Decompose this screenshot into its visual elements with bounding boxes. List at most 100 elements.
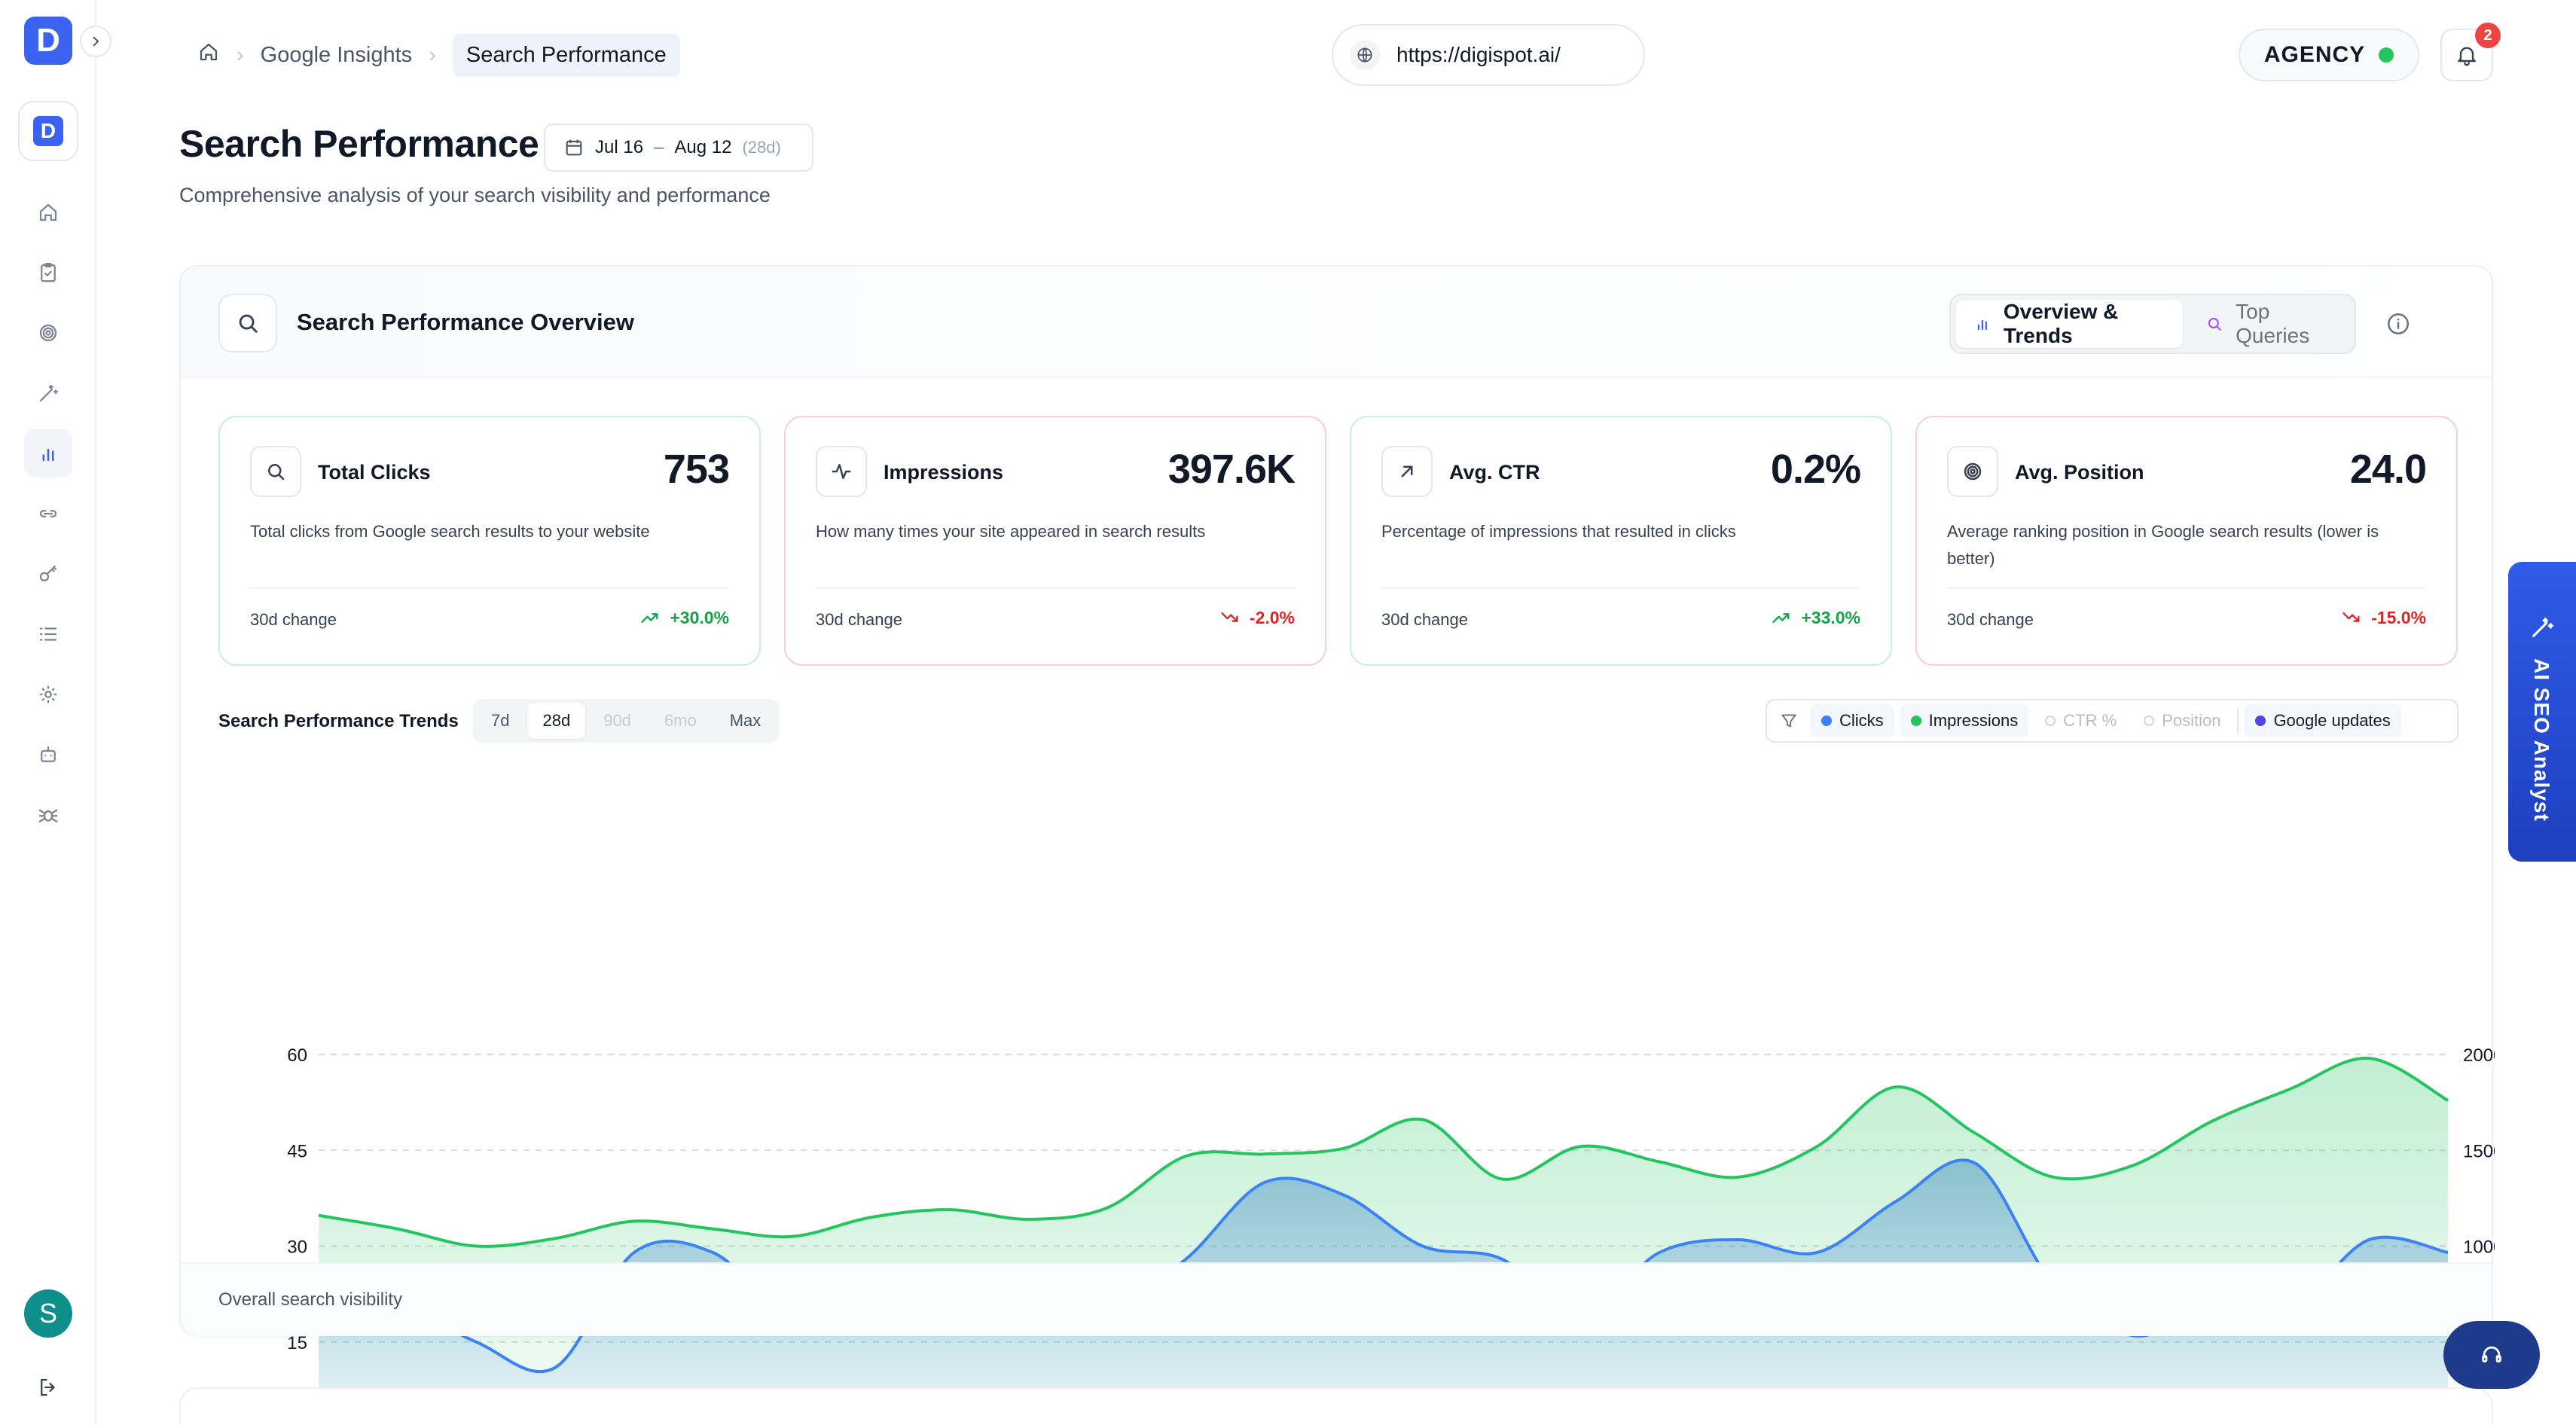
date-range-picker[interactable]: Jul 16 – Aug 12 (28d) [544, 124, 813, 172]
range-max[interactable]: Max [729, 711, 762, 730]
range-7d[interactable]: 7d [491, 711, 510, 730]
status-dot [2379, 47, 2394, 63]
arrow-up-right-icon [1381, 446, 1433, 497]
legend-label: Position [2162, 711, 2221, 730]
metric-change-value: -2.0% [1249, 607, 1295, 627]
site-url-selector[interactable]: https://digispot.ai/ [1332, 24, 1645, 86]
metric-change-label: 30d change [816, 610, 902, 629]
workspace-switcher[interactable]: D [18, 101, 78, 161]
metric-value: 753 [663, 447, 730, 492]
notification-count-badge: 2 [2475, 23, 2501, 48]
bar-chart-icon [1977, 319, 1987, 331]
spider-icon[interactable] [24, 791, 72, 839]
chevron-right-icon [93, 36, 99, 47]
logout-icon[interactable] [30, 1369, 66, 1405]
range-selector: 7d 28d 90d 6mo Max [473, 699, 780, 743]
legend-ctr-toggle[interactable]: CTR % [2034, 704, 2127, 737]
y-left-tick-label: 15 [287, 1333, 307, 1353]
metric-label: Total Clicks [318, 461, 431, 484]
search-icon [2208, 318, 2222, 331]
metric-label: Avg. Position [2015, 461, 2144, 484]
page-title: Search Performance [179, 123, 539, 165]
legend-clicks-toggle[interactable]: Clicks [1811, 704, 1894, 737]
support-chat-button[interactable] [2443, 1321, 2540, 1389]
metric-change: -2.0% [1219, 607, 1295, 628]
y-left-tick-label: 30 [287, 1237, 307, 1258]
gear-icon[interactable] [24, 670, 72, 719]
list-icon[interactable] [24, 610, 72, 658]
legend-label: Impressions [1928, 711, 2019, 730]
metric-change-label: 30d change [250, 610, 337, 629]
legend-label: Clicks [1839, 711, 1884, 730]
metric-description: Average ranking position in Google searc… [1947, 522, 2379, 568]
search-performance-card: Search Performance Overview Overview & T… [179, 265, 2495, 1425]
metric-card-total-clicks: Total Clicks 753 Total clicks from Googl… [218, 416, 761, 666]
tab-overview-trends[interactable]: Overview & Trends [1955, 300, 2184, 348]
legend-dot [1910, 716, 1921, 726]
trending-up-icon [641, 613, 658, 623]
metric-change-value: +33.0% [1801, 607, 1860, 627]
metric-description: Percentage of impressions that resulted … [1381, 522, 1736, 541]
user-avatar[interactable]: S [24, 1289, 72, 1338]
legend-dot [2255, 716, 2266, 726]
divider [816, 587, 1295, 589]
legend-dot [1821, 716, 1832, 726]
y-left-tick-label: 60 [287, 1045, 307, 1066]
metric-change-value: -15.0% [2371, 607, 2426, 627]
date-separator: – [654, 137, 664, 157]
target-icon[interactable] [24, 309, 72, 357]
chart-footer-label: Overall search visibility [218, 1289, 403, 1310]
link-icon[interactable] [24, 490, 72, 538]
metric-value: 24.0 [2349, 447, 2427, 492]
page-subtitle: Comprehensive analysis of your search vi… [179, 184, 771, 206]
notifications-button[interactable]: 2 [2440, 23, 2501, 81]
divider [250, 587, 729, 589]
tab-label: Overview & Trends [2003, 300, 2119, 347]
range-28d[interactable]: 28d [527, 703, 586, 739]
search-icon [218, 294, 277, 352]
sidebar-collapse-button[interactable] [80, 26, 111, 57]
home-icon[interactable] [24, 188, 72, 236]
next-section-card [179, 1387, 2493, 1425]
clipboard-icon[interactable] [24, 249, 72, 297]
legend-google-updates-toggle[interactable]: Google updates [2245, 704, 2401, 737]
magic-wand-icon [2532, 618, 2554, 637]
robot-icon[interactable] [24, 731, 72, 779]
site-url: https://digispot.ai/ [1396, 43, 1561, 66]
breadcrumb-parent[interactable]: Google Insights [260, 42, 413, 67]
metric-description: How many times your site appeared in sea… [816, 522, 1206, 541]
legend-dot [2045, 716, 2056, 726]
y-right-tick-label: 10000 [2463, 1237, 2495, 1258]
metric-value: 0.2% [1770, 447, 1861, 492]
divider [1381, 587, 1860, 589]
metric-label: Avg. CTR [1449, 461, 1540, 484]
legend-impressions-toggle[interactable]: Impressions [1900, 704, 2029, 737]
y-right-tick-label: 15000 [2463, 1141, 2495, 1161]
legend-position-toggle[interactable]: Position [2133, 704, 2231, 737]
magic-wand-icon[interactable] [24, 369, 72, 417]
date-start: Jul 16 [595, 137, 644, 157]
calendar-icon [566, 139, 582, 156]
legend-label: CTR % [2063, 711, 2117, 730]
chevron-right-icon: › [237, 42, 244, 67]
card-header: Search Performance Overview Overview & T… [181, 267, 2492, 378]
plan-badge[interactable]: AGENCY [2239, 29, 2419, 81]
breadcrumb-home-icon[interactable] [197, 41, 220, 69]
metric-description: Total clicks from Google search results … [250, 522, 650, 541]
filter-icon[interactable] [1773, 711, 1805, 731]
info-icon[interactable] [2383, 309, 2413, 339]
ai-seo-analyst-tab[interactable]: AI SEO Analyst [2508, 562, 2576, 862]
date-end: Aug 12 [674, 137, 732, 157]
bar-chart-icon[interactable] [24, 429, 72, 478]
tab-top-queries[interactable]: Top Queries [2187, 300, 2350, 348]
metric-card-avg-ctr: Avg. CTR 0.2% Percentage of impressions … [1350, 416, 1892, 666]
key-icon[interactable] [24, 550, 72, 598]
divider [1947, 587, 2426, 589]
app-logo[interactable]: D [24, 17, 72, 65]
divider [2237, 707, 2239, 734]
metric-card-impressions: Impressions 397.6K How many times your s… [784, 416, 1326, 666]
impressions-line [318, 1057, 2449, 1248]
metric-change-label: 30d change [1381, 610, 1468, 629]
metric-card-avg-position: Avg. Position 24.0 Average ranking posit… [1915, 416, 2458, 666]
series-legend: Clicks Impressions CTR % Position Google… [1766, 699, 2458, 743]
